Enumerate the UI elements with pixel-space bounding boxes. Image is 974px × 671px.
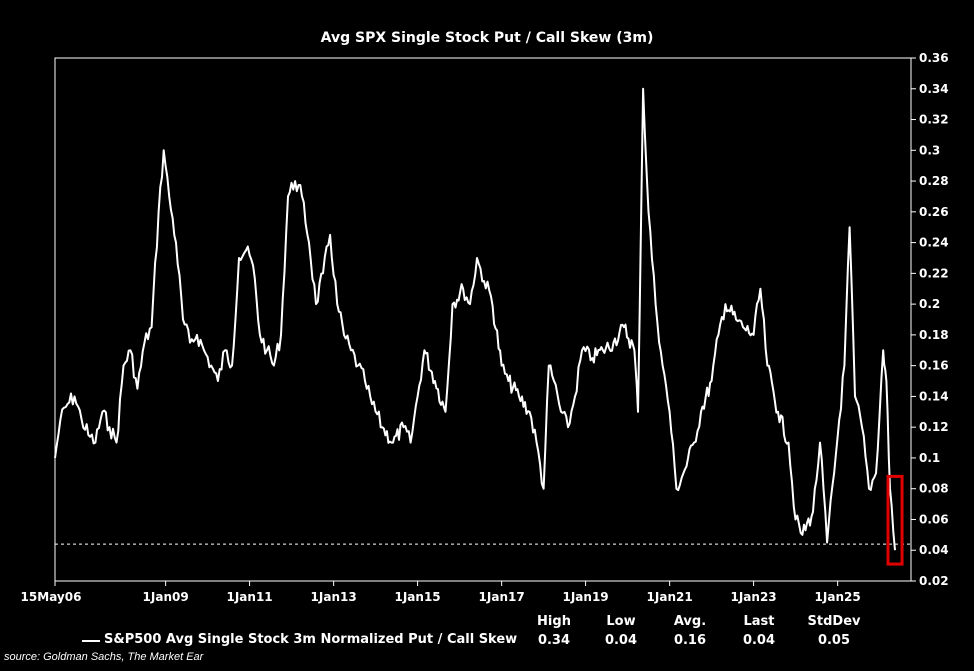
- stat-stddev-label: StdDev: [807, 614, 861, 629]
- x-tick-label: 1Jan21: [647, 590, 693, 604]
- stat-stddev-value: 0.05: [817, 633, 851, 648]
- y-tick-label: 0.28: [919, 174, 949, 188]
- stat-high-value: 0.34: [537, 633, 571, 648]
- stat-avg-label: Avg.: [673, 614, 707, 629]
- stat-low-label: Low: [606, 614, 636, 629]
- y-tick-label: 0.2: [919, 297, 940, 311]
- x-tick-label: 1Jan13: [311, 590, 357, 604]
- y-tick-label: 0.06: [919, 512, 949, 526]
- y-tick-label: 0.16: [919, 359, 949, 373]
- legend-label: S&P500 Avg Single Stock 3m Normalized Pu…: [104, 632, 518, 647]
- y-tick-label: 0.3: [919, 143, 940, 157]
- x-tick-label: 1Jan15: [394, 590, 440, 604]
- stat-stddev: StdDev 0.05: [804, 614, 864, 648]
- stat-avg-value: 0.16: [673, 633, 707, 648]
- series-line: [54, 87, 896, 551]
- y-tick-label: 0.24: [919, 236, 949, 250]
- y-tick-label: 0.04: [919, 543, 949, 557]
- x-tick-label: 1Jan09: [143, 590, 189, 604]
- stat-high-label: High: [537, 614, 571, 629]
- y-tick-label: 0.02: [919, 574, 949, 588]
- stat-avg: Avg. 0.16: [660, 614, 720, 648]
- y-tick-label: 0.34: [919, 82, 949, 96]
- x-tick-label: 1Jan11: [226, 590, 272, 604]
- x-tick-label: 1Jan23: [730, 590, 776, 604]
- y-tick-label: 0.12: [919, 420, 949, 434]
- y-tick-label: 0.32: [919, 113, 949, 127]
- x-tick-label: 15May06: [21, 590, 82, 604]
- stat-last: Last 0.04: [729, 614, 789, 648]
- legend-swatch: [82, 640, 100, 642]
- stat-last-value: 0.04: [742, 633, 776, 648]
- source-note: source: Goldman Sachs, The Market Ear: [4, 651, 204, 663]
- stat-low-value: 0.04: [604, 633, 638, 648]
- y-tick-label: 0.36: [919, 51, 949, 65]
- x-tick-label: 1Jan17: [479, 590, 525, 604]
- stat-high: High 0.34: [524, 614, 584, 648]
- x-tick-label: 1Jan25: [815, 590, 861, 604]
- y-tick-label: 0.14: [919, 389, 949, 403]
- y-tick-label: 0.1: [919, 451, 940, 465]
- y-tick-label: 0.22: [919, 266, 949, 280]
- stat-low: Low 0.04: [591, 614, 651, 648]
- y-tick-label: 0.26: [919, 205, 949, 219]
- x-tick-label: 1Jan19: [562, 590, 608, 604]
- y-tick-label: 0.08: [919, 482, 949, 496]
- highlight-box: [886, 474, 904, 566]
- chart-title: Avg SPX Single Stock Put / Call Skew (3m…: [320, 30, 654, 46]
- plot-frame: [54, 57, 912, 582]
- stat-last-label: Last: [743, 614, 775, 629]
- y-tick-label: 0.18: [919, 328, 949, 342]
